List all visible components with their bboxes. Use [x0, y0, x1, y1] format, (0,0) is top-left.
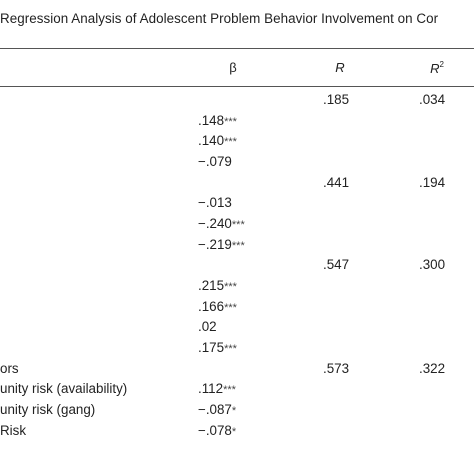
row-label: unity risk (availability): [0, 381, 128, 396]
significance-marker: *: [231, 426, 237, 438]
beta-cell: −.013: [198, 195, 232, 210]
beta-value: .112: [198, 381, 224, 396]
header-rule: [0, 86, 474, 87]
table-row: −.240***: [0, 216, 474, 236]
table-row: −.079: [0, 154, 474, 174]
row-label: Risk: [0, 423, 27, 438]
r-value: .441: [323, 175, 350, 190]
r-squared-base: R: [430, 61, 440, 76]
row-label: unity risk (gang): [0, 402, 96, 417]
significance-marker: ***: [224, 136, 237, 148]
beta-value: −.240: [198, 216, 232, 231]
column-header-r: R: [335, 60, 345, 75]
table-row: −.219***: [0, 237, 474, 257]
table-row: −.013: [0, 195, 474, 215]
beta-value: −.219: [198, 237, 232, 252]
r-squared-value: .194: [419, 175, 446, 190]
significance-marker: ***: [231, 240, 245, 252]
table-row: .166***: [0, 299, 474, 319]
beta-cell: .148***: [198, 113, 237, 128]
beta-cell: −.240***: [198, 216, 245, 231]
significance-marker: ***: [223, 384, 236, 396]
table-title: Regression Analysis of Adolescent Proble…: [0, 11, 439, 26]
r-squared-superscript: 2: [439, 60, 444, 69]
significance-marker: ***: [224, 302, 237, 314]
beta-value: .166: [198, 299, 225, 314]
beta-cell: −.087*: [198, 402, 236, 417]
beta-value: .215: [198, 278, 225, 293]
table-row: .441 .194: [0, 175, 474, 195]
table-row: unity risk (gang) −.087*: [0, 402, 474, 422]
table-row: .185 .034: [0, 92, 474, 112]
beta-cell: .215***: [198, 278, 237, 293]
top-rule: [0, 48, 474, 49]
beta-cell: .112***: [198, 381, 236, 396]
table-row: Risk −.078*: [0, 423, 474, 443]
beta-cell: −.078*: [198, 423, 236, 438]
beta-cell: .02: [198, 319, 217, 334]
beta-cell: .140***: [198, 133, 237, 148]
beta-value: .175: [198, 340, 225, 355]
beta-cell: −.219***: [198, 237, 245, 252]
beta-value: −.079: [198, 154, 232, 169]
table-row: .175***: [0, 340, 474, 360]
beta-value: −.078: [198, 423, 232, 438]
column-header-beta: β: [229, 60, 237, 75]
r-squared-value: .300: [419, 257, 446, 272]
table-row: .215***: [0, 278, 474, 298]
beta-value: .148: [198, 113, 225, 128]
significance-marker: ***: [231, 219, 245, 231]
beta-value: −.013: [198, 195, 232, 210]
r-value: .185: [323, 92, 350, 107]
table-row: .02: [0, 319, 474, 339]
r-squared-value: .322: [419, 361, 446, 376]
table-row: .547 .300: [0, 257, 474, 277]
significance-marker: *: [231, 405, 237, 417]
beta-value: −.087: [198, 402, 232, 417]
beta-cell: .175***: [198, 340, 237, 355]
table-row: .140***: [0, 133, 474, 153]
beta-value: .02: [198, 319, 217, 334]
significance-marker: ***: [224, 281, 237, 293]
table-row: unity risk (availability) .112***: [0, 381, 474, 401]
table-row: .148***: [0, 113, 474, 133]
row-label: ors: [0, 361, 19, 376]
r-squared-value: .034: [419, 92, 446, 107]
beta-cell: −.079: [198, 154, 232, 169]
significance-marker: ***: [224, 343, 237, 355]
beta-value: .140: [198, 133, 225, 148]
column-header-r-squared: R2: [424, 60, 450, 76]
r-value: .547: [323, 257, 350, 272]
table-row: ors .573 .322: [0, 361, 474, 381]
significance-marker: ***: [224, 116, 237, 128]
r-value: .573: [323, 361, 350, 376]
beta-cell: .166***: [198, 299, 237, 314]
